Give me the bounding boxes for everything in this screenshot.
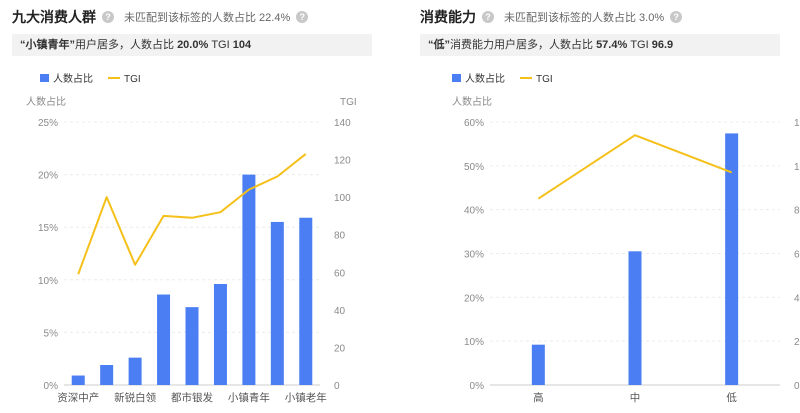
help-icon[interactable]: ? bbox=[296, 11, 309, 23]
x-tick-label: 新锐白领 bbox=[114, 391, 156, 404]
summary-quote: “低” bbox=[428, 39, 450, 51]
y-tick-left: 40% bbox=[464, 206, 484, 217]
bar bbox=[128, 357, 142, 385]
y-tick-left: 5% bbox=[44, 328, 59, 339]
bar bbox=[213, 284, 227, 385]
tgi-line bbox=[537, 134, 733, 200]
summary-pct: 20.0% bbox=[177, 39, 209, 51]
tgi-line bbox=[77, 153, 307, 275]
y-tick-left: 60% bbox=[464, 118, 484, 129]
summary-tgi-label: TGI bbox=[208, 39, 233, 51]
unmatched-text: 未匹配到该标签的人数占比 22.4% bbox=[124, 12, 291, 24]
x-tick-label: 小镇青年 bbox=[228, 391, 270, 404]
y-tick-left: 10% bbox=[38, 276, 58, 287]
summary-bar: “低”消费能力用户居多，人数占比 57.4% TGI 96.9 bbox=[420, 34, 780, 56]
bar bbox=[100, 365, 114, 385]
y-tick-left: 20% bbox=[38, 171, 58, 182]
x-tick-label: 中 bbox=[630, 391, 641, 404]
bar bbox=[157, 294, 171, 385]
summary-text: 消费能力用户居多，人数占比 bbox=[450, 39, 597, 51]
bar bbox=[185, 307, 199, 385]
summary-tgi: 104 bbox=[232, 39, 252, 51]
y-axis-label-left: 人数占比 bbox=[452, 95, 492, 108]
y-tick-right: 0 bbox=[794, 381, 800, 392]
y-tick-right: 100 bbox=[334, 193, 351, 204]
legend-label: 人数占比 bbox=[53, 72, 93, 85]
bar bbox=[71, 375, 85, 385]
y-tick-right: 120 bbox=[794, 118, 800, 129]
y-tick-right: 60 bbox=[794, 250, 800, 261]
x-tick-label: 小镇老年 bbox=[285, 391, 327, 404]
y-tick-left: 30% bbox=[464, 250, 484, 261]
crowd-chart: 人数占比 TGI 人数占比 TGI 0% 5% 10% 15% 20% 25% 0 20 40 60 80 1… bbox=[26, 72, 357, 404]
x-tick-label: 资深中产 bbox=[57, 391, 99, 404]
spending-chart: 人数占比TGI人数占比TGI0%10%20%30%40%50%60%020406… bbox=[452, 72, 800, 404]
bar bbox=[628, 251, 642, 385]
panel-header: 消费能力 ? 未匹配到该标签的人数占比 3.0% ? bbox=[420, 6, 683, 28]
summary-quote: “小镇青年” bbox=[20, 39, 75, 51]
y-tick-right: 40 bbox=[334, 306, 346, 317]
x-tick-label: 高 bbox=[533, 391, 544, 404]
help-icon[interactable]: ? bbox=[102, 11, 114, 23]
y-tick-right: 80 bbox=[334, 231, 346, 242]
y-tick-left: 0% bbox=[44, 381, 59, 392]
help-icon[interactable]: ? bbox=[482, 11, 494, 23]
y-tick-left: 25% bbox=[38, 118, 58, 129]
unmatched-text: 未匹配到该标签的人数占比 3.0% bbox=[504, 12, 665, 24]
y-tick-left: 20% bbox=[464, 293, 484, 304]
summary-text: 用户居多，人数占比 bbox=[75, 39, 178, 51]
spending-panel: 消费能力 ? 未匹配到该标签的人数占比 3.0% ? “低”消费能力用户居多，人… bbox=[408, 0, 800, 413]
y-tick-right: 20 bbox=[334, 343, 346, 354]
bar bbox=[299, 217, 313, 385]
bar bbox=[725, 133, 739, 385]
panel-header: 九大消费人群 ? 未匹配到该标签的人数占比 22.4% ? bbox=[12, 6, 309, 28]
panel-title: 消费能力 bbox=[420, 9, 476, 25]
bar bbox=[242, 174, 256, 385]
legend-swatch-bar bbox=[40, 74, 49, 82]
legend-label: TGI bbox=[124, 74, 141, 85]
y-axis-label-right: TGI bbox=[340, 97, 357, 108]
panel-title: 九大消费人群 bbox=[12, 9, 96, 25]
bar bbox=[270, 221, 284, 385]
y-tick-right: 60 bbox=[334, 268, 346, 279]
y-tick-right: 100 bbox=[794, 162, 800, 173]
y-axis-label-left: 人数占比 bbox=[26, 95, 66, 108]
crowd-panel: 九大消费人群 ? 未匹配到该标签的人数占比 22.4% ? “小镇青年”用户居多… bbox=[0, 0, 392, 413]
y-tick-left: 50% bbox=[464, 162, 484, 173]
y-tick-right: 120 bbox=[334, 156, 351, 167]
help-icon[interactable]: ? bbox=[670, 11, 683, 23]
x-tick-label: 都市银发 bbox=[171, 391, 213, 404]
summary-bar: “小镇青年”用户居多，人数占比 20.0% TGI 104 bbox=[12, 34, 372, 56]
y-tick-left: 0% bbox=[470, 381, 485, 392]
bar bbox=[531, 344, 545, 385]
y-tick-right: 80 bbox=[794, 206, 800, 217]
y-tick-left: 15% bbox=[38, 223, 58, 234]
y-tick-right: 140 bbox=[334, 118, 351, 129]
legend-label: TGI bbox=[536, 74, 553, 85]
summary-tgi-label: TGI bbox=[627, 39, 652, 51]
y-tick-left: 10% bbox=[464, 337, 484, 348]
y-tick-right: 40 bbox=[794, 293, 800, 304]
y-tick-right: 20 bbox=[794, 337, 800, 348]
summary-pct: 57.4% bbox=[596, 39, 628, 51]
summary-tgi: 96.9 bbox=[651, 39, 674, 51]
legend-swatch-bar bbox=[452, 74, 461, 82]
x-tick-label: 低 bbox=[726, 391, 737, 404]
y-tick-right: 0 bbox=[334, 381, 340, 392]
legend-label: 人数占比 bbox=[465, 72, 505, 85]
